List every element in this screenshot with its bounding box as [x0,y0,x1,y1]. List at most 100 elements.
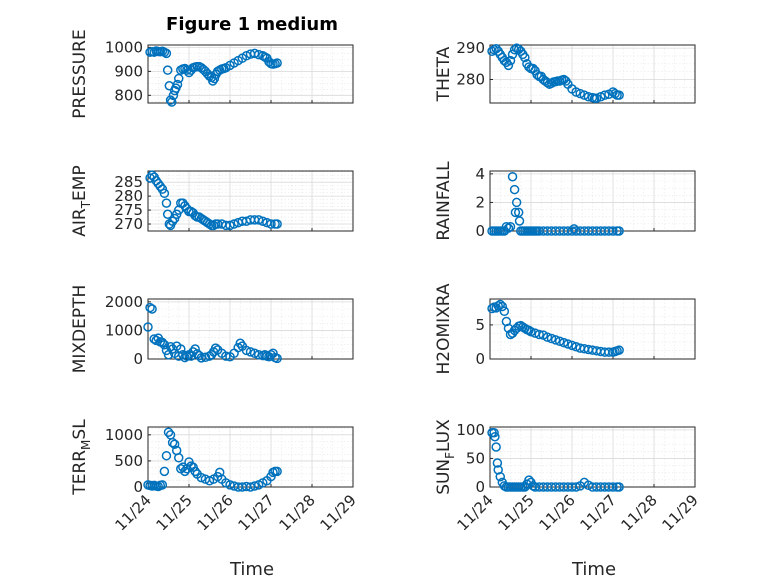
data-point [249,481,260,491]
y-tick-label: 500 [114,452,143,470]
data-point [514,216,525,226]
y-tick-label: 0 [475,478,485,496]
data-point [161,48,172,59]
data-point [245,347,256,357]
x-axis-label-left: Time [229,559,274,580]
data-point [567,340,577,351]
axes-box [147,170,354,232]
y-axis-label: RAINFALL [434,161,454,241]
data-point [174,453,184,463]
y-axis-label: PRESSURE [70,29,90,118]
data-point [161,450,172,461]
data-point [495,299,505,310]
data-point [163,427,174,437]
data-point [510,207,521,218]
data-point [266,219,276,229]
data-point [145,302,155,313]
x-tick-label: 11/28 [276,491,319,534]
y-tick-label: 285 [114,173,143,191]
y-tick-label: 280 [456,70,485,88]
y-tick-label: 1000 [105,321,143,339]
data-point [503,223,514,233]
y-tick-label: 280 [114,187,143,205]
data-point [571,482,581,492]
x-tick-label: 11/24 [454,491,497,534]
data-point [520,52,530,63]
data-point [571,87,581,97]
data-point [554,336,565,347]
data-point [229,219,239,229]
y-tick-label: 275 [114,201,143,219]
data-point [165,95,176,105]
data-point [614,90,624,100]
data-point [204,475,215,486]
data-point [608,482,618,492]
data-point [497,301,508,312]
y-tick-label: 2 [475,193,485,211]
data-point [182,65,192,75]
data-point [595,91,606,102]
data-point [526,326,536,337]
x-tick-label: 11/29 [317,491,360,534]
data-point [614,345,624,355]
data-point [147,304,157,314]
y-tick-label: 100 [456,421,485,439]
x-tick-label: 11/29 [659,491,702,534]
data-point [493,301,503,311]
data-point [579,90,590,100]
data-point [610,88,620,99]
data-point [503,60,514,71]
x-tick-label: 11/28 [618,491,661,534]
y-tick-label: 290 [456,39,485,57]
data-point [490,431,500,442]
data-point [200,352,211,363]
axes-box [489,44,696,104]
x-axis-label-right: Time [571,559,616,580]
data-point [194,350,204,361]
y-axis-label: AIRTEMP [70,165,93,236]
data-point [162,209,173,220]
data-point [157,337,168,348]
x-tick-label: 11/25 [153,491,196,534]
x-tick-label: 11/24 [112,491,155,534]
y-tick-label: 0 [475,222,485,240]
data-point [258,216,268,226]
data-point [272,58,282,68]
data-point [492,458,503,468]
data-point [159,466,170,477]
data-point [491,442,501,452]
data-point [563,339,573,349]
data-point [225,220,235,231]
subplot-mixdepth: 0 1000 2000 MIXDEPTH [70,285,354,373]
data-point [162,65,173,75]
data-point [591,93,602,104]
data-point [155,181,166,192]
chart-title: Figure 1 medium [166,14,338,35]
x-tick-label: 11/26 [536,491,579,534]
data-point [509,184,520,195]
y-tick-label: 0 [475,350,485,368]
axes-box [147,426,354,488]
data-point [167,216,178,226]
data-point [569,224,579,234]
data-point [614,226,624,236]
data-point [176,344,186,354]
y-tick-label: 900 [114,62,143,80]
data-point [159,339,170,350]
subplot-rainfall: 0 2 4 RAINFALL [434,161,696,241]
data-point [151,335,161,346]
y-tick-label: 0 [133,350,143,368]
x-tick-label: 11/27 [577,491,620,534]
data-point [600,90,610,100]
data-point [157,480,168,490]
y-axis-label: THETA [434,46,454,102]
data-point [614,482,624,492]
data-point [532,70,542,80]
axes-box [147,44,354,104]
data-point [249,48,260,59]
